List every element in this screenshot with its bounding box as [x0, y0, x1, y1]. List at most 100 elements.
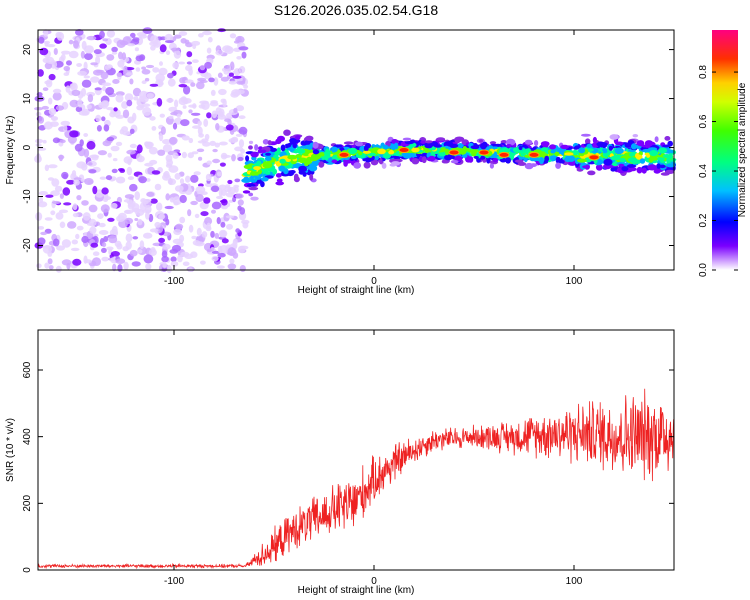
band-blob [411, 147, 420, 153]
noise-blob [66, 179, 75, 185]
noise-blob [106, 54, 115, 61]
noise-blob [235, 89, 245, 95]
band-blob [518, 145, 523, 151]
noise-blob [91, 233, 99, 237]
figure-title: S126.2026.035.02.54.G18 [274, 2, 438, 18]
band-blob [273, 154, 278, 159]
band-blob [481, 141, 488, 148]
band-blob [450, 160, 459, 164]
band-blob [581, 133, 591, 137]
noise-blob [133, 96, 139, 101]
noise-blob [224, 46, 234, 54]
noise-blob [235, 228, 241, 233]
noise-blob [124, 209, 131, 214]
noise-blob [63, 202, 72, 206]
noise-blob [220, 230, 227, 238]
band-blob [248, 186, 259, 191]
band-blob [518, 156, 524, 161]
noise-blob [125, 241, 132, 250]
band-blob [608, 145, 613, 151]
band-blob [280, 144, 286, 152]
noise-blob [234, 186, 239, 193]
noise-blob [195, 194, 204, 202]
noise-blob [52, 88, 62, 94]
noise-blob [48, 108, 57, 116]
noise-blob [162, 243, 171, 250]
noise-blob [179, 194, 187, 204]
noise-blob [69, 130, 79, 138]
noise-blob [92, 185, 98, 195]
noise-blob [215, 49, 224, 56]
spectrogram-signal-band [241, 129, 677, 201]
noise-blob [102, 242, 107, 248]
noise-blob [152, 67, 160, 73]
noise-blob [128, 203, 136, 208]
noise-blob [71, 89, 81, 97]
noise-blob [202, 30, 212, 36]
noise-blob [99, 43, 107, 49]
noise-blob [102, 85, 107, 92]
spectral-peak [528, 151, 540, 158]
noise-blob [93, 49, 102, 55]
band-blob [401, 152, 409, 157]
noise-blob [115, 94, 124, 103]
noise-blob [132, 37, 140, 42]
band-blob [312, 141, 319, 149]
band-blob [619, 158, 626, 163]
band-blob [506, 138, 516, 146]
band-blob [283, 129, 291, 136]
noise-blob [102, 140, 112, 147]
noise-blob [73, 179, 80, 186]
band-blob [248, 140, 254, 145]
band-blob [370, 159, 379, 166]
band-blob [292, 142, 298, 149]
spectral-peak [498, 151, 510, 158]
band-blob [646, 153, 651, 158]
noise-blob [186, 51, 193, 58]
band-blob [524, 139, 533, 145]
noise-blob [169, 136, 178, 145]
noise-blob [97, 213, 104, 220]
noise-blob [110, 251, 120, 257]
noise-blob [35, 212, 43, 221]
noise-blob [50, 210, 56, 216]
band-blob [560, 144, 569, 150]
noise-blob [149, 228, 159, 233]
noise-blob [90, 62, 98, 66]
noise-blob [83, 148, 90, 158]
band-blob [609, 134, 619, 140]
noise-blob [59, 139, 66, 144]
noise-blob [201, 231, 208, 238]
band-blob [662, 144, 671, 148]
x-tick-label: 100 [566, 576, 583, 587]
noise-blob [56, 32, 65, 41]
noise-blob [235, 133, 243, 137]
noise-blob [178, 61, 186, 65]
band-blob [306, 156, 312, 163]
noise-blob [80, 88, 87, 97]
noise-blob [142, 106, 152, 116]
noise-blob [103, 236, 109, 242]
noise-blob [37, 226, 45, 230]
noise-blob [145, 263, 152, 270]
noise-blob [237, 205, 242, 211]
colorbar-gradient [712, 30, 738, 270]
noise-blob [228, 80, 237, 85]
band-blob [428, 155, 435, 160]
band-blob [246, 183, 256, 187]
noise-blob [55, 212, 64, 220]
noise-blob [203, 197, 211, 204]
band-blob [586, 143, 593, 149]
noise-blob [146, 141, 154, 148]
noise-blob [45, 79, 53, 88]
noise-blob [92, 251, 100, 256]
noise-blob [211, 255, 219, 262]
band-blob [550, 149, 557, 154]
colorbar-tick-label: 0.4 [698, 164, 709, 178]
y-tick-label: 600 [22, 361, 33, 378]
noise-blob [90, 242, 99, 248]
noise-blob [220, 76, 229, 82]
colorbar-ticks: 0.0 0.2 0.4 0.6 0.8 [698, 65, 738, 277]
noise-blob [210, 230, 215, 238]
